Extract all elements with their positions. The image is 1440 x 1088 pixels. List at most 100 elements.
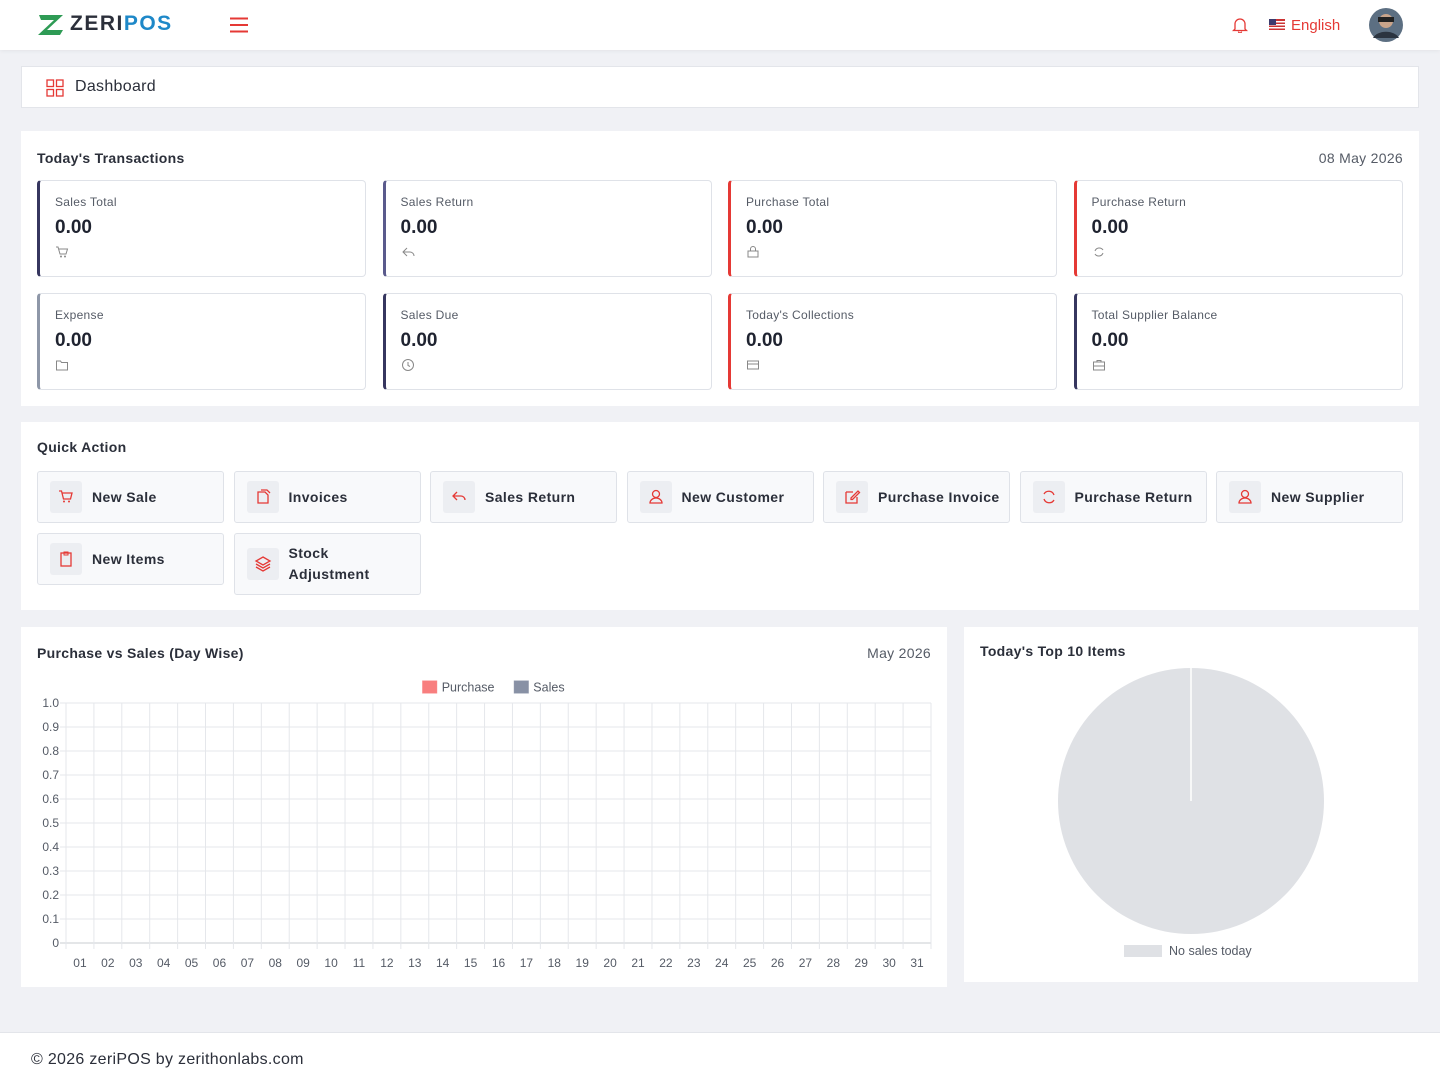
- legend-label: Sales: [533, 681, 564, 695]
- y-tick-label: 0.2: [42, 888, 59, 902]
- card-icon: [1094, 247, 1103, 257]
- card-value: 0.00: [55, 217, 92, 238]
- logo-text: ZERI: [70, 12, 124, 35]
- x-tick-label: 29: [855, 956, 869, 970]
- user-avatar[interactable]: [1368, 7, 1404, 43]
- card-icon: [401, 247, 414, 257]
- x-tick-label: 07: [241, 956, 255, 970]
- summary-card: Purchase Return 0.00: [1073, 180, 1403, 277]
- quick-action-icon: [50, 481, 82, 513]
- quick-action-button[interactable]: New Sale: [37, 471, 224, 523]
- card-label: Expense: [55, 308, 104, 322]
- summary-card: Sales Return 0.00: [382, 180, 712, 277]
- card-label: Sales Return: [400, 195, 474, 209]
- legend-swatch: [513, 680, 529, 694]
- x-tick-label: 25: [743, 956, 757, 970]
- quick-action-label: New Items: [92, 550, 165, 567]
- summary-card: Sales Total 0.00: [37, 180, 366, 277]
- quick-action-label: Invoices: [288, 488, 348, 505]
- card-value: 0.00: [746, 217, 783, 238]
- card-icon: [747, 360, 759, 370]
- y-tick-label: 0.6: [42, 792, 59, 806]
- x-tick-label: 16: [492, 956, 506, 970]
- x-tick-label: 06: [213, 956, 227, 970]
- card-label: Today's Collections: [746, 308, 855, 322]
- y-tick-label: 0.4: [42, 840, 59, 854]
- summary-card: Total Supplier Balance 0.00: [1073, 293, 1403, 390]
- quick-action-icon: [639, 481, 672, 513]
- x-tick-label: 31: [910, 956, 924, 970]
- legend-label: Purchase: [442, 681, 495, 695]
- quick-action-icon: [246, 481, 279, 513]
- x-tick-label: 09: [296, 956, 310, 970]
- x-tick-label: 26: [771, 956, 785, 970]
- quick-action-icon: [1229, 481, 1261, 513]
- pie-chart: Today's Top 10 Items No sales today: [980, 643, 1324, 958]
- quick-action-button[interactable]: Purchase Invoice: [823, 471, 1010, 523]
- quick-action-button[interactable]: Stock Adjustment: [233, 533, 421, 595]
- legend-swatch: [1124, 945, 1162, 957]
- icon: [452, 491, 466, 501]
- x-tick-label: 17: [520, 956, 534, 970]
- quick-action-button[interactable]: Invoices: [233, 471, 421, 523]
- quick-action-label: Sales Return: [485, 488, 576, 505]
- x-tick-label: 27: [799, 956, 813, 970]
- card-value: 0.00: [55, 330, 92, 351]
- pie-chart-panel: Today's Top 10 Items No sales today: [964, 627, 1418, 982]
- y-tick-label: 0: [52, 936, 59, 950]
- card-value: 0.00: [1091, 330, 1129, 351]
- card-icon: [401, 359, 414, 371]
- legend-swatch: [422, 680, 438, 694]
- chart-title: Today's Top 10 Items: [980, 643, 1126, 659]
- x-tick-label: 08: [269, 956, 283, 970]
- notification-bell[interactable]: [1232, 17, 1248, 33]
- quick-action-icon: [836, 481, 868, 513]
- card-label: Purchase Return: [1091, 195, 1187, 209]
- bar-chart: Purchase vs Sales (Day Wise) May 2026 Purc…: [37, 645, 932, 970]
- card-value: 0.00: [400, 217, 438, 238]
- quick-action-button[interactable]: New Supplier: [1216, 471, 1403, 523]
- chart-subtitle: May 2026: [867, 645, 931, 661]
- logo-mark: [38, 15, 63, 35]
- quick-action-label: Purchase Return: [1074, 488, 1193, 505]
- transactions-panel: Today's Transactions 08 May 2026 Sales T…: [21, 131, 1419, 406]
- card-label: Sales Total: [55, 195, 117, 209]
- breadcrumb-title: Dashboard: [75, 78, 156, 95]
- quick-action-icon: [443, 481, 475, 513]
- x-tick-label: 10: [324, 956, 338, 970]
- y-tick-label: 0.1: [42, 912, 59, 926]
- quick-action-button[interactable]: Sales Return: [430, 471, 617, 523]
- icon: [60, 551, 72, 567]
- footer: © 2026 zeriPOS by zerithonlabs.com: [0, 1032, 1440, 1088]
- quick-action-button[interactable]: New Customer: [626, 471, 814, 523]
- card-value: 0.00: [400, 330, 438, 351]
- x-tick-label: 18: [548, 956, 562, 970]
- quick-action-button[interactable]: Purchase Return: [1019, 471, 1207, 523]
- x-tick-label: 12: [380, 956, 394, 970]
- summary-card: Today's Collections 0.00: [728, 293, 1057, 390]
- dashboard-icon: [46, 79, 64, 97]
- quick-action-label: Stock Adjustment: [288, 545, 370, 582]
- language-selector[interactable]: English: [1291, 17, 1341, 34]
- x-tick-label: 30: [882, 956, 896, 970]
- legend-label: No sales today: [1169, 944, 1252, 958]
- quick-action-label: New Customer: [681, 488, 785, 505]
- icon: [254, 556, 271, 572]
- x-tick-label: 21: [631, 956, 645, 970]
- summary-card: Sales Due 0.00: [382, 293, 712, 390]
- card-icon: [56, 360, 68, 371]
- y-tick-label: 0.5: [42, 816, 59, 830]
- x-tick-label: 15: [464, 956, 478, 970]
- x-tick-label: 13: [408, 956, 422, 970]
- x-tick-label: 24: [715, 956, 729, 970]
- x-tick-label: 23: [687, 956, 701, 970]
- x-tick-label: 01: [73, 956, 87, 970]
- card-icon: [56, 246, 69, 258]
- quick-action-button[interactable]: New Items: [37, 533, 224, 585]
- logo: ZERIPOS: [70, 12, 173, 36]
- quick-action-icon: [50, 543, 82, 575]
- card-icon: [1092, 360, 1105, 371]
- menu-button[interactable]: [230, 17, 248, 33]
- x-tick-label: 20: [603, 956, 617, 970]
